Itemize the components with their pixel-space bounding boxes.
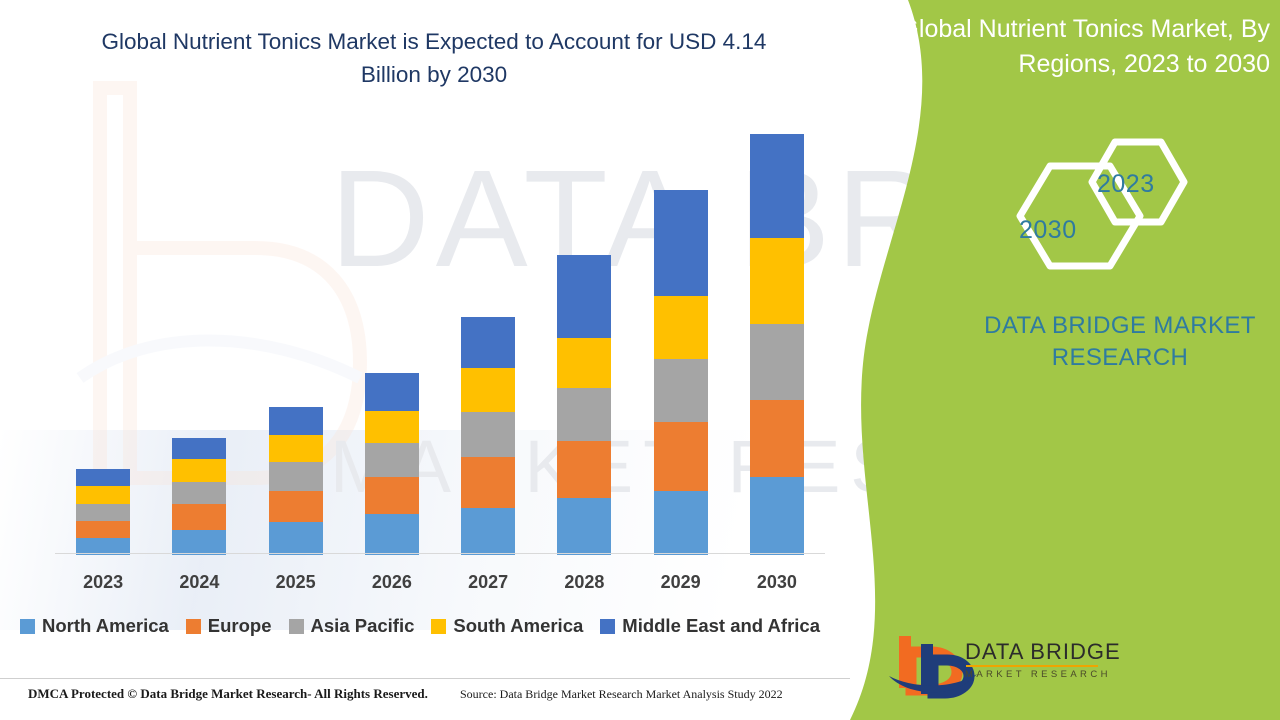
hex-label-2030: 2030 bbox=[1019, 216, 1077, 244]
x-axis-label-2026: 2026 bbox=[371, 572, 412, 592]
data-bridge-logo-wordmark: DATA BRIDGE MARKET RESEARCH bbox=[965, 639, 1121, 681]
x-axis-label-2025: 2025 bbox=[275, 572, 316, 592]
panel-brand-line1: DATA BRIDGE MARKET bbox=[984, 312, 1256, 339]
chart-title: Global Nutrient Tonics Market is Expecte… bbox=[101, 29, 767, 87]
legend-swatch-icon bbox=[288, 618, 304, 634]
x-axis-label-2030: 2030 bbox=[756, 572, 797, 592]
bar-segment bbox=[268, 407, 323, 435]
bar-segment bbox=[653, 359, 708, 423]
logo-divider bbox=[966, 665, 1098, 668]
bar-segment bbox=[172, 438, 227, 459]
bar-segment bbox=[268, 521, 323, 555]
panel-brand-line2: RESEARCH bbox=[1051, 344, 1189, 372]
bar-segment bbox=[172, 481, 227, 504]
bar-segment bbox=[653, 422, 708, 491]
x-axis-label-2024: 2024 bbox=[179, 572, 220, 592]
chart-x-axis-labels: 2023 2024 2025 2026 2027 2028 2029 2030 bbox=[55, 572, 825, 600]
chart-legend: North America Europe Asia Pacific South Ame… bbox=[0, 615, 840, 637]
bar-segment bbox=[172, 503, 227, 530]
hexagon-badges: 2023 2030 bbox=[975, 138, 1205, 293]
bar-stack bbox=[557, 255, 612, 555]
legend-label: Asia Pacific bbox=[310, 615, 415, 636]
bar-stack bbox=[76, 469, 131, 555]
footer-source: Source: Data Bridge Market Research Mark… bbox=[460, 687, 783, 701]
bar-segment bbox=[76, 537, 131, 555]
bar-stack bbox=[461, 316, 516, 555]
bar-segment bbox=[364, 373, 419, 411]
bar-segment bbox=[364, 442, 419, 478]
bar-stack bbox=[268, 407, 323, 555]
hex-label-2023: 2023 bbox=[1097, 170, 1155, 198]
legend-label: Europe bbox=[207, 615, 272, 636]
bar-segment bbox=[461, 411, 516, 457]
x-axis-label-2029: 2029 bbox=[660, 572, 701, 592]
bar-segment bbox=[268, 490, 323, 522]
bar-segment bbox=[557, 255, 612, 338]
data-bridge-logo-icon bbox=[885, 630, 1115, 700]
x-axis-label-2023: 2023 bbox=[83, 572, 124, 592]
panel-title: Global Nutrient Tonics Market, By Region… bbox=[899, 15, 1270, 78]
bar-segment bbox=[557, 440, 612, 498]
bar-segment bbox=[172, 458, 227, 482]
x-axis-label-2028: 2028 bbox=[564, 572, 605, 592]
bar-segment bbox=[461, 508, 516, 555]
bar-segment bbox=[76, 486, 131, 504]
bar-segment bbox=[653, 490, 708, 555]
bar-segment bbox=[653, 189, 708, 297]
bar-segment bbox=[461, 456, 516, 509]
bar-segment bbox=[557, 497, 612, 555]
bar-segment bbox=[461, 368, 516, 412]
legend-swatch-icon bbox=[431, 618, 447, 634]
bar-stack bbox=[364, 373, 419, 555]
footer-divider bbox=[0, 678, 850, 679]
bar-segment bbox=[268, 462, 323, 491]
bar-segment bbox=[749, 400, 804, 478]
bar-stack bbox=[172, 438, 227, 555]
bar-stack bbox=[653, 189, 708, 555]
bar-stack bbox=[749, 133, 804, 555]
bar-segment bbox=[749, 477, 804, 555]
bar-segment bbox=[557, 387, 612, 441]
legend-label: North America bbox=[42, 615, 169, 636]
bar-segment bbox=[364, 410, 419, 443]
chart-baseline-axis bbox=[55, 553, 825, 554]
bar-segment bbox=[76, 503, 131, 521]
bar-segment bbox=[364, 477, 419, 514]
bar-segment bbox=[749, 133, 804, 238]
bar-segment bbox=[76, 520, 131, 538]
legend-item[interactable]: Europe bbox=[185, 615, 272, 637]
legend-label: South America bbox=[453, 615, 584, 636]
bar-segment bbox=[364, 513, 419, 555]
panel-brand-name: DATA BRIDGE MARKET RESEARCH bbox=[940, 310, 1280, 375]
logo-main-text: DATA BRIDGE bbox=[965, 639, 1121, 664]
bar-segment bbox=[461, 316, 516, 369]
x-axis-label-2027: 2027 bbox=[468, 572, 509, 592]
bar-segment bbox=[557, 337, 612, 388]
legend-label: Middle East and Africa bbox=[622, 615, 820, 636]
legend-swatch-icon bbox=[600, 618, 616, 634]
bar-segment bbox=[76, 469, 131, 487]
legend-item[interactable]: Middle East and Africa bbox=[600, 615, 820, 637]
legend-item[interactable]: Asia Pacific bbox=[288, 615, 415, 637]
logo-sub-text: MARKET RESEARCH bbox=[965, 669, 1111, 681]
bar-segment bbox=[749, 237, 804, 324]
legend-swatch-icon bbox=[185, 618, 201, 634]
bar-segment bbox=[653, 296, 708, 360]
chart-plot-area bbox=[55, 120, 825, 555]
bar-segment bbox=[172, 529, 227, 555]
bar-segment bbox=[268, 434, 323, 463]
bar-segment bbox=[749, 323, 804, 401]
footer-copyright: DMCA Protected © Data Bridge Market Rese… bbox=[28, 686, 428, 701]
legend-swatch-icon bbox=[20, 618, 35, 634]
legend-item[interactable]: North America bbox=[20, 615, 169, 637]
legend-item[interactable]: South America bbox=[431, 615, 583, 637]
